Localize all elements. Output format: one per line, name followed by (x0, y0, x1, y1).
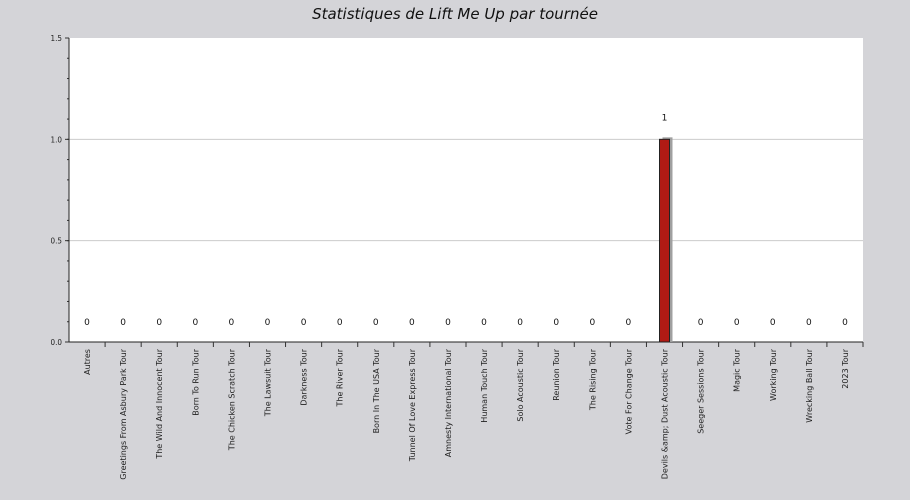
x-category-label: Devils &amp; Dust Acoustic Tour (661, 348, 670, 479)
data-label: 0 (229, 318, 235, 328)
x-category-label: Working Tour (769, 348, 778, 401)
data-label: 0 (301, 318, 307, 328)
data-label: 0 (192, 318, 198, 328)
x-category-label: Wrecking Ball Tour (805, 348, 814, 422)
x-category-label: Autres (83, 349, 92, 375)
data-label: 0 (698, 318, 704, 328)
data-label: 0 (481, 318, 487, 328)
data-label: 0 (373, 318, 379, 328)
data-label: 0 (517, 318, 523, 328)
x-category-label: Solo Acoustic Tour (516, 348, 525, 421)
data-label: 0 (445, 318, 451, 328)
y-tick-label: 0.0 (51, 338, 63, 347)
x-category-label: 2023 Tour (841, 348, 850, 388)
data-label: 0 (626, 318, 632, 328)
x-category-label: Born In The USA Tour (372, 348, 381, 433)
x-category-label: The Lawsuit Tour (264, 348, 273, 417)
x-category-label: The Rising Tour (588, 348, 597, 411)
data-label: 0 (409, 318, 415, 328)
x-category-label: Born To Run Tour (191, 348, 200, 415)
x-category-label: The Chicken Scratch Tour (227, 348, 236, 451)
data-label: 0 (337, 318, 343, 328)
x-category-label: Amnesty International Tour (444, 348, 453, 457)
x-category-label: Greetings From Asbury Park Tour (119, 348, 128, 479)
x-category-label: The Wild And Innocent Tour (155, 348, 164, 459)
y-tick-label: 1.5 (51, 34, 62, 43)
data-label: 0 (156, 318, 162, 328)
x-category-label: Tunnel Of Love Express Tour (408, 348, 417, 462)
data-label: 0 (806, 318, 812, 328)
data-label: 0 (265, 318, 271, 328)
x-category-label: Magic Tour (733, 348, 742, 392)
plot-area (69, 38, 863, 342)
y-tick-label: 0.5 (51, 237, 62, 246)
chart-title: Statistiques de Lift Me Up par tournée (312, 5, 598, 23)
x-category-label: Vote For Change Tour (624, 348, 633, 434)
data-label: 0 (84, 318, 90, 328)
x-category-label: The River Tour (336, 348, 345, 407)
data-label: 0 (734, 318, 740, 328)
data-label: 0 (842, 318, 848, 328)
x-category-label: Darkness Tour (300, 348, 309, 405)
data-label: 0 (553, 318, 559, 328)
x-category-label: Seeger Sessions Tour (697, 348, 706, 433)
data-label: 0 (120, 318, 126, 328)
x-category-label: Reunion Tour (552, 348, 561, 400)
bar (659, 138, 670, 343)
y-tick-label: 1.0 (51, 135, 63, 144)
x-category-label: Human Touch Tour (480, 348, 489, 422)
data-label: 0 (589, 318, 595, 328)
data-label: 0 (770, 318, 776, 328)
data-label: 1 (662, 113, 668, 123)
